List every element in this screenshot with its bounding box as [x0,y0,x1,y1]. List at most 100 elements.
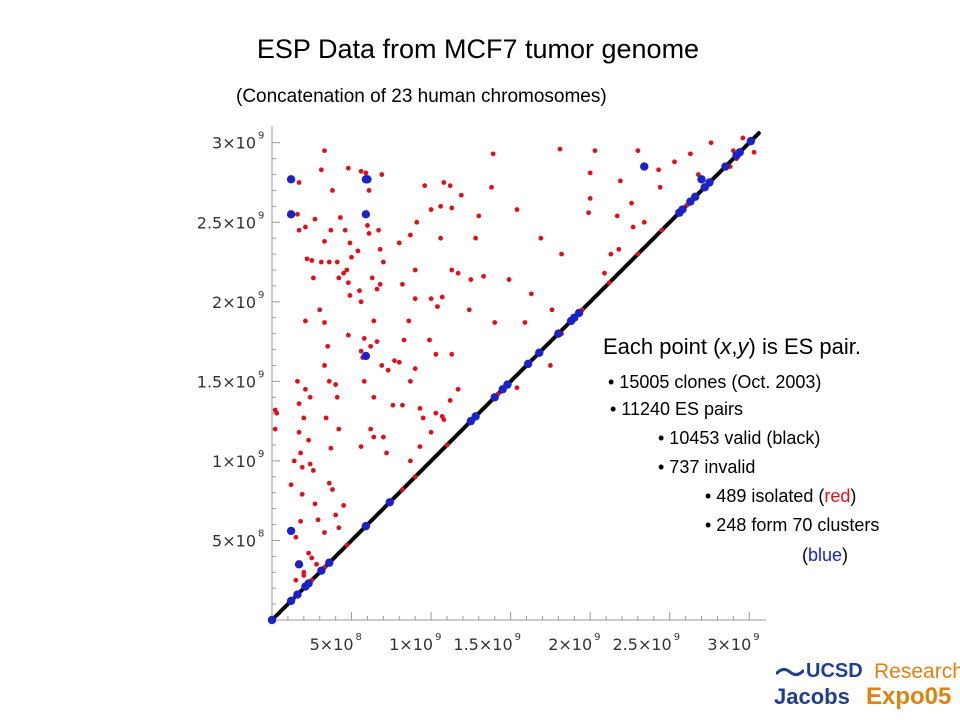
isolated-point [358,168,364,174]
y-tick-exponent: 9 [258,369,264,380]
isolated-point [400,281,405,287]
isolated-point [328,227,334,233]
wave-icon [776,667,804,677]
isolated-point [616,246,622,252]
isolated-point [408,378,413,384]
isolated-point [358,444,364,449]
isolated-point [345,332,351,338]
y-tick-exponent: 9 [258,449,264,460]
isolated-point [514,207,520,212]
y-tick-exponent: 9 [258,131,264,142]
isolated-point [489,184,494,190]
cluster-point [385,498,394,507]
isolated-point [414,219,420,225]
y-tick-label: 3×10 [212,134,256,153]
isolated-point [438,203,444,209]
isolated-point [361,336,367,341]
y-tick-exponent: 9 [258,210,264,221]
isolated-point [369,275,375,281]
isolated-point [298,518,304,524]
logo-research-text: Research [874,660,960,683]
isolated-point [295,211,300,217]
isolated-point [439,294,445,300]
tick-labels: 5×10 81×10 91.5×10 92×10 92.5×10 93×10 95×10 8 1… [197,131,760,654]
isolated-point [357,288,362,294]
isolated-point [428,429,434,435]
isolated-point [326,378,332,384]
cluster-point [286,596,296,606]
cluster-point [523,359,533,369]
isolated-point [422,183,428,189]
x-tick-label: 1.5×10 [453,635,512,654]
isolated-point [441,417,447,422]
legend-heading: Each point (x,y) is ES pair. [603,334,861,360]
isolated-point [293,534,299,540]
y-tick-exponent: 9 [258,290,264,301]
isolated-point [336,525,342,531]
isolated-point [314,561,319,567]
cluster-point [554,329,563,338]
x-tick-exponent: 9 [674,632,680,643]
stat-clusters-color: (blue) [802,545,848,566]
isolated-point [630,224,636,230]
isolated-point [315,517,321,523]
cluster-point [304,579,313,588]
isolated-point [342,227,348,233]
cluster-point [361,210,371,219]
isolated-point [309,555,315,561]
isolated-point [309,258,315,263]
isolated-point [412,296,418,302]
isolated-point [433,351,439,357]
isolated-point [506,277,512,282]
isolated-point [481,273,486,279]
isolated-point [371,394,377,400]
isolated-point [428,207,434,212]
isolated-point [323,415,329,421]
isolated-point [338,215,343,220]
isolated-point [458,192,464,198]
isolated-point [406,318,412,324]
isolated-point [449,267,455,273]
isolated-point [412,366,418,372]
isolated-point [345,165,351,171]
isolated-point [358,299,364,305]
isolated-point [672,159,677,165]
isolated-point [310,468,316,473]
isolated-point [344,542,350,548]
isolated-point [298,450,304,456]
isolated-point [288,482,294,488]
isolated-point [304,256,310,262]
isolated-point [371,318,377,324]
ucsd-jacobs-logo: UCSD Research Jacobs Expo05 [772,658,960,714]
isolated-point [374,286,380,292]
isolated-point [629,200,634,206]
isolated-point [514,385,520,391]
cluster-point [690,192,700,202]
isolated-point [318,167,324,173]
stat-clusters-paren-close: ) [842,545,849,565]
stat-invalid: • 737 invalid [658,457,756,477]
isolated-point [528,291,534,297]
isolated-point [330,188,335,193]
cluster-point [361,521,371,531]
isolated-point [322,238,327,244]
isolated-point [417,444,423,449]
stat-es-pairs: • 11240 ES pairs [610,399,744,419]
cluster-point [640,162,649,171]
isolated-point [341,270,346,276]
x-tick-exponent: 9 [515,632,521,643]
isolated-point [602,270,607,276]
stat-isolated-suffix: ) [850,486,857,506]
isolated-point [301,569,307,575]
isolated-point [318,259,324,265]
cluster-point [490,393,499,402]
isolated-point [344,267,350,273]
logo-jacobs-text: Jacobs [774,684,850,709]
stat-isolated: • 489 isolated (red) [705,486,856,507]
isolated-point [291,458,297,464]
isolated-point [412,267,418,273]
isolated-point [635,251,641,257]
isolated-point [427,337,432,343]
isolated-point [358,348,364,354]
stat-clusters: • 248 form 70 clusters [705,515,880,535]
